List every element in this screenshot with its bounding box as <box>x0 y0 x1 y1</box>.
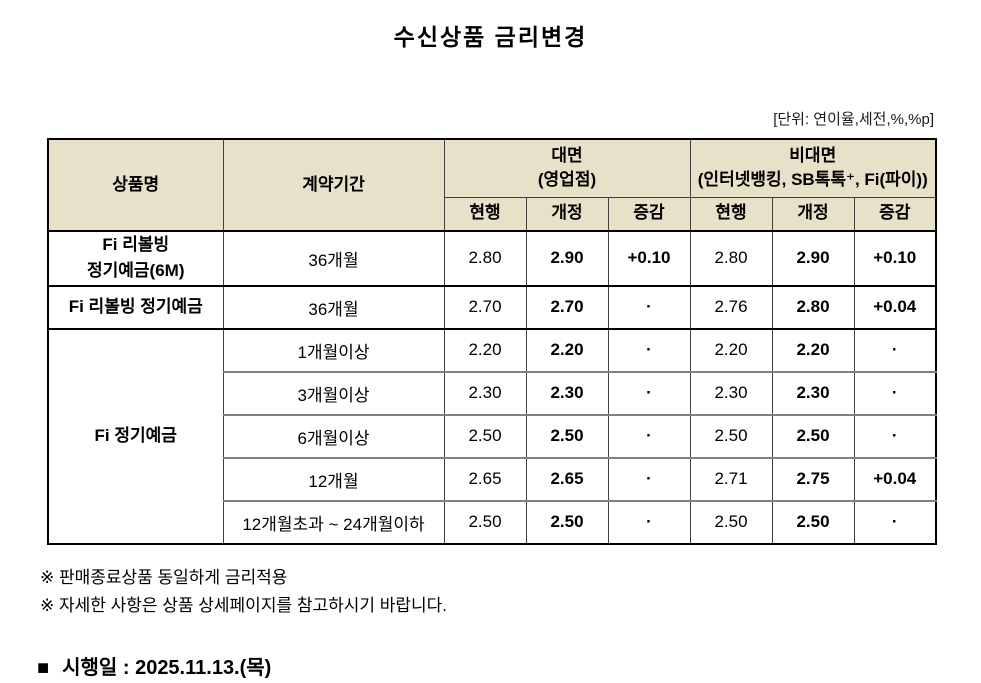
rate-value-cell-face-current: 2.50 <box>443 499 527 545</box>
sub-header-face-current: 현행 <box>443 196 527 232</box>
table-row: Fi 리볼빙 정기예금 36개월 2.70 2.70 · 2.76 2.80 +0.04 <box>47 284 937 330</box>
rate-value-cell-face-change: · <box>607 499 691 545</box>
table-row: 6개월이상 2.50 2.50 · 2.50 2.50 · <box>48 413 937 459</box>
rate-value-cell-nonface-change: · <box>853 370 937 416</box>
rate-value-cell-face-change: · <box>607 413 691 459</box>
rate-value-cell-face-change: · <box>607 284 691 330</box>
col-header-period: 계약기간 <box>222 138 445 232</box>
effective-date-line: ■ 시행일 : 2025.11.13.(목) <box>37 651 981 680</box>
rate-value-cell-nonface-change: +0.04 <box>853 284 937 330</box>
contract-period-cell: 1개월이상 <box>222 327 445 373</box>
contract-period-cell: 36개월 <box>222 230 445 287</box>
contract-period-cell: 12개월 <box>222 456 445 502</box>
rate-value-cell-nonface-current: 2.30 <box>689 370 773 416</box>
rate-value-cell-nonface-change: · <box>853 327 937 373</box>
rate-value-cell-face-change: · <box>607 456 691 502</box>
rate-value-cell-face-revised: 2.65 <box>525 456 609 502</box>
table-row: Fi 리볼빙 정기예금(6M) 36개월 2.80 2.90 +0.10 2.80 2.90 +… <box>47 230 937 287</box>
nonface-group-title: 비대면 <box>789 145 837 165</box>
rate-value-cell-nonface-revised: 2.80 <box>771 284 855 330</box>
rate-value-cell-nonface-current: 2.80 <box>689 230 773 287</box>
rate-value-cell-nonface-change: +0.10 <box>853 230 937 287</box>
rate-value-cell-face-revised: 2.30 <box>525 370 609 416</box>
sub-header-nonface-revised: 개정 <box>771 196 855 232</box>
product-name-cell: Fi 정기예금 <box>47 327 224 545</box>
rate-value-cell-nonface-current: 2.20 <box>689 327 773 373</box>
table-row: Fi 정기예금 1개월이상 2.20 2.20 · 2.20 2.20 · <box>47 327 937 545</box>
rate-value-cell-face-revised: 2.90 <box>525 230 609 287</box>
table-body: Fi 리볼빙 정기예금(6M) 36개월 2.80 2.90 +0.10 2.80 2.90 +… <box>47 230 937 545</box>
sub-header-face-revised: 개정 <box>525 196 609 232</box>
effective-date-text: 시행일 : 2025.11.13.(목) <box>62 656 272 679</box>
table-header: 상품명 계약기간 대면 (영업점) 비대면 (인터넷뱅킹, SB톡톡⁺, Fi(… <box>47 138 937 232</box>
footnote-line: ※ 자세한 사항은 상품 상세페이지를 참고하시기 바랍니다. <box>40 595 448 615</box>
page-title: 수신상품 금리변경 <box>393 24 588 50</box>
contract-period-cell: 36개월 <box>222 284 445 330</box>
rate-value-cell-face-current: 2.30 <box>443 370 527 416</box>
rate-value-cell-nonface-revised: 2.50 <box>771 413 855 459</box>
rate-value-cell-nonface-change: · <box>853 499 937 545</box>
rate-value-cell-nonface-current: 2.50 <box>689 413 773 459</box>
rate-value-cell-nonface-revised: 2.90 <box>771 230 855 287</box>
rate-value-cell-face-revised: 2.70 <box>525 284 609 330</box>
rate-value-cell-nonface-revised: 2.20 <box>771 327 855 373</box>
rate-value-cell-face-current: 2.65 <box>443 456 527 502</box>
contract-period-cell: 12개월초과 ~ 24개월이하 <box>222 499 445 545</box>
rate-value-cell-face-change: +0.10 <box>607 230 691 287</box>
rate-value-cell-face-current: 2.70 <box>443 284 527 330</box>
contract-period-cell: 3개월이상 <box>222 370 445 416</box>
rate-value-cell-nonface-current: 2.50 <box>689 499 773 545</box>
table-row: 12개월 2.65 2.65 · 2.71 2.75 +0.04 <box>48 456 937 502</box>
rate-value-cell-face-change: · <box>607 327 691 373</box>
sub-header-nonface-current: 현행 <box>689 196 773 232</box>
rate-value-cell-nonface-revised: 2.50 <box>771 499 855 545</box>
sub-header-nonface-change: 증감 <box>853 196 937 232</box>
unit-note: [단위: 연이율,세전,%,%p] <box>773 111 934 128</box>
header-group-row: 상품명 계약기간 대면 (영업점) 비대면 (인터넷뱅킹, SB톡톡⁺, Fi(… <box>47 138 937 232</box>
table-row: 12개월초과 ~ 24개월이하 2.50 2.50 · 2.50 2.50 · <box>48 499 937 545</box>
face-group-subtitle: (영업점) <box>537 170 597 190</box>
col-group-face-to-face: 대면 (영업점) <box>443 138 691 198</box>
rate-table: 상품명 계약기간 대면 (영업점) 비대면 (인터넷뱅킹, SB톡톡⁺, Fi(… <box>47 138 938 545</box>
product-name-cell: Fi 리볼빙 정기예금 <box>47 284 224 330</box>
rate-value-cell-face-revised: 2.50 <box>525 413 609 459</box>
footnote-line: ※ 판매종료상품 동일하게 금리적용 <box>40 567 288 587</box>
rate-value-cell-face-current: 2.80 <box>443 230 527 287</box>
rate-value-cell-nonface-change: · <box>853 413 937 459</box>
rate-value-cell-nonface-change: +0.04 <box>853 456 937 502</box>
square-bullet-icon: ■ <box>37 656 50 679</box>
col-header-product: 상품명 <box>47 138 224 232</box>
header-sub-row: 현행 개정 증감 현행 개정 증감 <box>48 196 937 232</box>
rate-value-cell-face-change: · <box>607 370 691 416</box>
contract-period-cell: 6개월이상 <box>222 413 445 459</box>
face-group-title: 대면 <box>551 145 583 165</box>
col-group-non-face-to-face: 비대면 (인터넷뱅킹, SB톡톡⁺, Fi(파이)) <box>689 138 937 198</box>
sub-header-face-change: 증감 <box>607 196 691 232</box>
rate-value-cell-face-revised: 2.20 <box>525 327 609 373</box>
rate-value-cell-nonface-revised: 2.75 <box>771 456 855 502</box>
rate-value-cell-face-current: 2.20 <box>443 327 527 373</box>
rate-value-cell-face-current: 2.50 <box>443 413 527 459</box>
rate-value-cell-nonface-revised: 2.30 <box>771 370 855 416</box>
footnotes: ※ 판매종료상품 동일하게 금리적용 ※ 자세한 사항은 상품 상세페이지를 참… <box>40 564 981 620</box>
nonface-group-subtitle: (인터넷뱅킹, SB톡톡⁺, Fi(파이)) <box>697 170 928 190</box>
product-name-cell: Fi 리볼빙 정기예금(6M) <box>47 230 224 287</box>
rate-value-cell-face-revised: 2.50 <box>525 499 609 545</box>
rate-value-cell-nonface-current: 2.76 <box>689 284 773 330</box>
rate-value-cell-nonface-current: 2.71 <box>689 456 773 502</box>
